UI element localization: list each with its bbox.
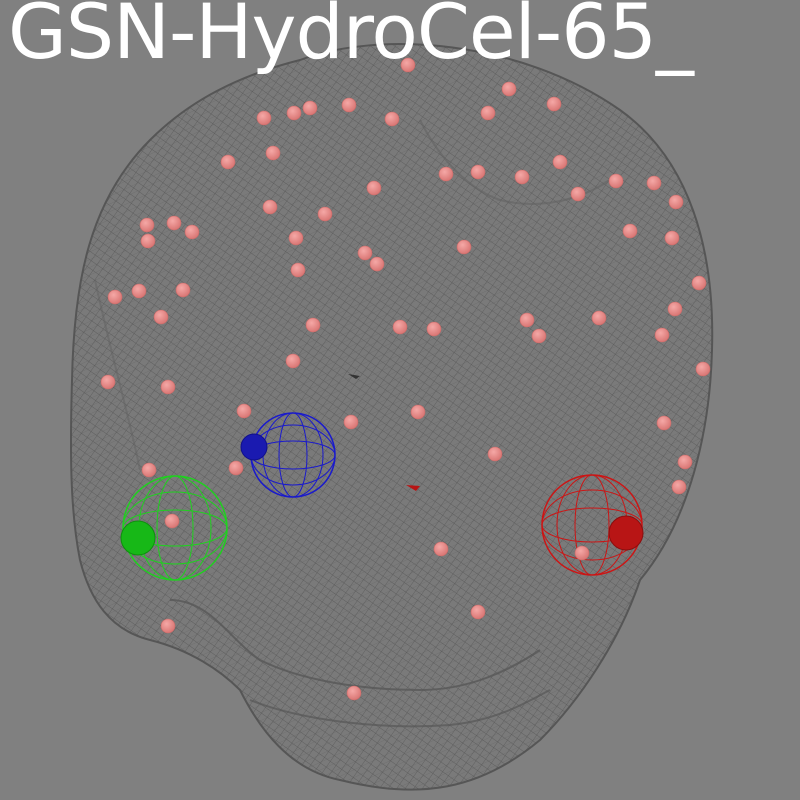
electrode-dot[interactable] [591, 310, 607, 326]
electrode-dot[interactable] [366, 180, 382, 196]
electrode-dot[interactable] [646, 175, 662, 191]
electrode-dot[interactable] [302, 100, 318, 116]
electrode-dot[interactable] [392, 319, 408, 335]
electrode-dot[interactable] [608, 173, 624, 189]
electrode-dot[interactable] [140, 233, 156, 249]
electrode-dot[interactable] [265, 145, 281, 161]
electrode-dot[interactable] [286, 105, 302, 121]
electrode-dot[interactable] [433, 541, 449, 557]
electrode-dot[interactable] [256, 110, 272, 126]
head-mesh [69, 43, 714, 791]
electrode-dot[interactable] [285, 353, 301, 369]
electrode-dot[interactable] [664, 230, 680, 246]
electrode-group [100, 57, 711, 701]
electrode-dot[interactable] [456, 239, 472, 255]
electrode-dot[interactable] [656, 415, 672, 431]
electrode-dot[interactable] [668, 194, 684, 210]
electrode-dot[interactable] [654, 327, 670, 343]
electrode-dot[interactable] [153, 309, 169, 325]
electrode-dot[interactable] [341, 97, 357, 113]
electrode-dot[interactable] [100, 374, 116, 390]
electrode-dot[interactable] [410, 404, 426, 420]
electrode-dot[interactable] [470, 604, 486, 620]
electrode-dot[interactable] [139, 217, 155, 233]
electrode-dot[interactable] [288, 230, 304, 246]
electrode-dot[interactable] [487, 446, 503, 462]
electrode-dot[interactable] [552, 154, 568, 170]
electrode-dot[interactable] [426, 321, 442, 337]
electrode-dot[interactable] [384, 111, 400, 127]
electrode-dot[interactable] [175, 282, 191, 298]
electrode-dot[interactable] [220, 154, 236, 170]
electrode-dot[interactable] [166, 215, 182, 231]
fiducial-right-marker[interactable] [541, 474, 644, 576]
electrode-dot[interactable] [141, 462, 157, 478]
electrode-dot[interactable] [691, 275, 707, 291]
electrode-dot[interactable] [531, 328, 547, 344]
electrode-dot[interactable] [305, 317, 321, 333]
electrode-dot[interactable] [236, 403, 252, 419]
electrode-dot[interactable] [131, 283, 147, 299]
electrode-dot[interactable] [514, 169, 530, 185]
electrode-dot[interactable] [317, 206, 333, 222]
electrode-dot[interactable] [343, 414, 359, 430]
electrode-dot[interactable] [470, 164, 486, 180]
electrode-dot[interactable] [228, 460, 244, 476]
center-marker-red [406, 485, 420, 491]
electrode-dot[interactable] [570, 186, 586, 202]
electrode-dot[interactable] [107, 289, 123, 305]
electrode-dot[interactable] [519, 312, 535, 328]
electrode-dot[interactable] [677, 454, 693, 470]
electrode-dot[interactable] [400, 57, 416, 73]
page-title: GSN-HydroCel-65_ [8, 0, 694, 76]
electrode-dot[interactable] [262, 199, 278, 215]
electrode-dot[interactable] [546, 96, 562, 112]
electrode-dot[interactable] [574, 545, 590, 561]
electrode-dot[interactable] [480, 105, 496, 121]
electrode-dot[interactable] [501, 81, 517, 97]
fiducial-left-marker[interactable] [120, 475, 228, 581]
center-marker-dark [348, 374, 360, 379]
electrode-dot[interactable] [184, 224, 200, 240]
electrode-dot[interactable] [369, 256, 385, 272]
electrode-dot[interactable] [160, 618, 176, 634]
electrode-dot[interactable] [622, 223, 638, 239]
electrode-dot[interactable] [667, 301, 683, 317]
electrode-dot[interactable] [160, 379, 176, 395]
electrode-dot[interactable] [671, 479, 687, 495]
electrode-dot[interactable] [346, 685, 362, 701]
electrode-dot[interactable] [164, 513, 180, 529]
electrode-dot[interactable] [357, 245, 373, 261]
electrode-dot[interactable] [438, 166, 454, 182]
electrode-dot[interactable] [695, 361, 711, 377]
fiducial-nasion-marker[interactable] [240, 412, 336, 498]
electrode-dot[interactable] [290, 262, 306, 278]
